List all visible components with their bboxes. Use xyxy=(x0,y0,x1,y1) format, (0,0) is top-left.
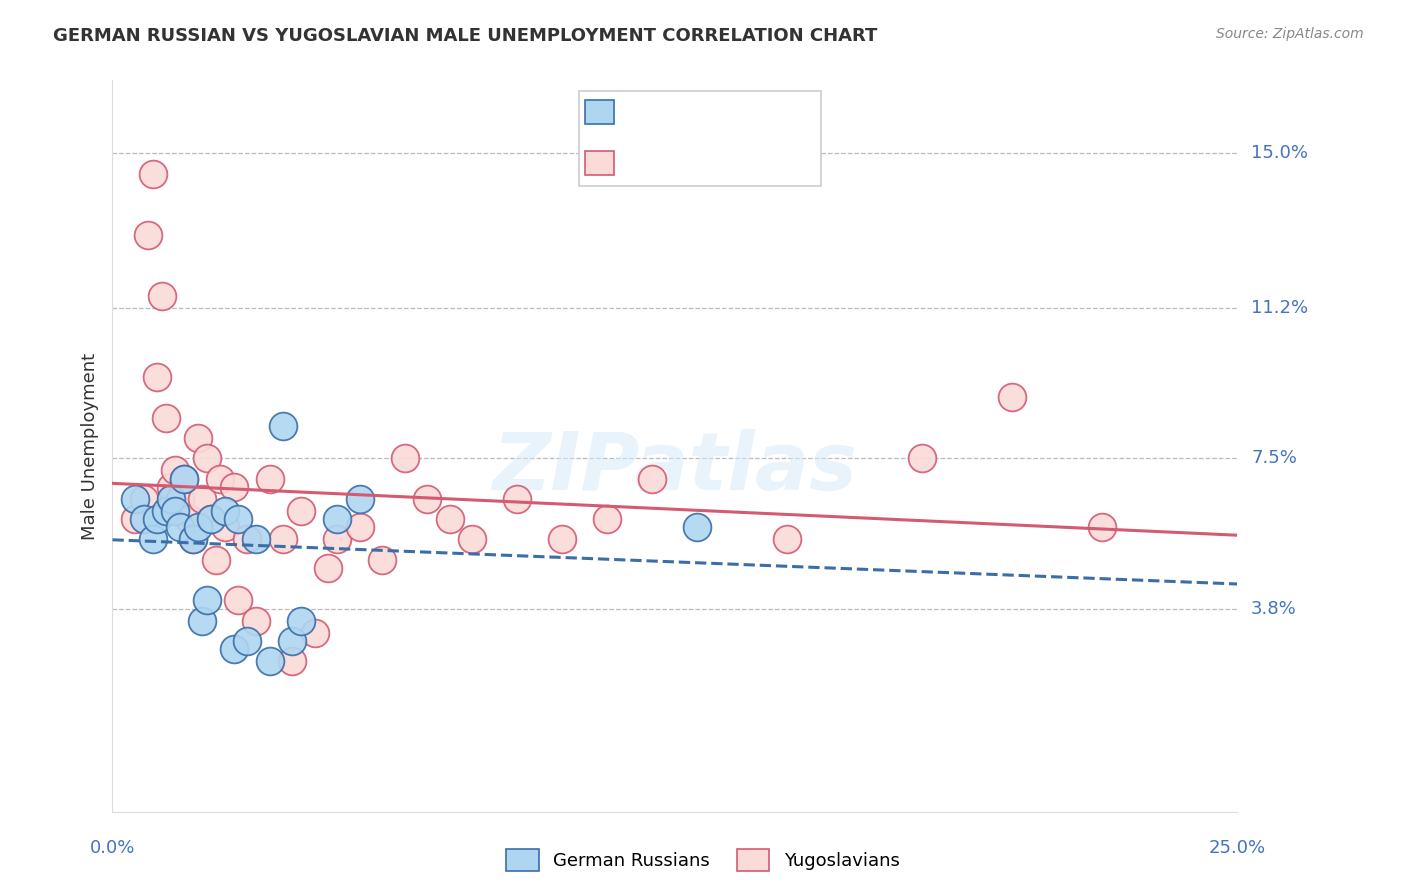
Text: -0.003: -0.003 xyxy=(652,103,717,120)
Point xyxy=(155,504,177,518)
Point xyxy=(273,418,295,433)
Point xyxy=(160,491,183,506)
Text: GERMAN RUSSIAN VS YUGOSLAVIAN MALE UNEMPLOYMENT CORRELATION CHART: GERMAN RUSSIAN VS YUGOSLAVIAN MALE UNEMP… xyxy=(53,27,877,45)
Point xyxy=(259,654,281,668)
FancyBboxPatch shape xyxy=(585,152,614,176)
Point xyxy=(326,512,349,526)
Point xyxy=(146,370,169,384)
Point xyxy=(641,471,664,485)
Text: 45: 45 xyxy=(762,154,787,172)
Text: 15.0%: 15.0% xyxy=(1251,145,1308,162)
Text: R =: R = xyxy=(624,154,669,172)
Point xyxy=(245,614,267,628)
Point xyxy=(195,451,218,466)
Point xyxy=(461,533,484,547)
Point xyxy=(187,520,209,534)
Text: ZIPatlas: ZIPatlas xyxy=(492,429,858,507)
Y-axis label: Male Unemployment: Male Unemployment xyxy=(80,352,98,540)
Text: 25.0%: 25.0% xyxy=(1209,839,1265,857)
Point xyxy=(165,504,187,518)
Text: 11.2%: 11.2% xyxy=(1251,299,1309,317)
Point xyxy=(596,512,619,526)
Text: N =: N = xyxy=(731,103,770,120)
Point xyxy=(290,504,312,518)
Point xyxy=(142,167,165,181)
Point xyxy=(183,533,205,547)
Point xyxy=(439,512,461,526)
Point xyxy=(1091,520,1114,534)
Point xyxy=(506,491,529,506)
Point xyxy=(236,533,259,547)
Point xyxy=(416,491,439,506)
Point xyxy=(259,471,281,485)
Point xyxy=(686,520,709,534)
Point xyxy=(205,553,228,567)
Point xyxy=(222,480,245,494)
Point xyxy=(349,491,371,506)
Point xyxy=(281,634,304,648)
Text: 0.0%: 0.0% xyxy=(90,839,135,857)
Point xyxy=(195,593,218,607)
Text: 0.236: 0.236 xyxy=(652,154,709,172)
Point xyxy=(165,463,187,477)
Point xyxy=(228,512,250,526)
Point xyxy=(228,593,250,607)
Point xyxy=(245,533,267,547)
Point xyxy=(124,512,146,526)
Point xyxy=(169,520,191,534)
Text: N =: N = xyxy=(731,154,770,172)
Point xyxy=(124,491,146,506)
FancyBboxPatch shape xyxy=(579,91,821,186)
Point xyxy=(236,634,259,648)
Point xyxy=(281,654,304,668)
Legend: German Russians, Yugoslavians: German Russians, Yugoslavians xyxy=(499,842,907,879)
Text: Source: ZipAtlas.com: Source: ZipAtlas.com xyxy=(1216,27,1364,41)
Point xyxy=(146,512,169,526)
Point xyxy=(551,533,574,547)
Point xyxy=(209,471,232,485)
Point xyxy=(200,512,222,526)
Point xyxy=(183,533,205,547)
Text: 26: 26 xyxy=(762,103,787,120)
Point xyxy=(160,480,183,494)
Point xyxy=(776,533,799,547)
Point xyxy=(214,520,236,534)
Point xyxy=(911,451,934,466)
Point xyxy=(187,431,209,445)
Point xyxy=(191,614,214,628)
Point xyxy=(173,471,195,485)
Point xyxy=(142,533,165,547)
Point xyxy=(371,553,394,567)
Point xyxy=(1001,390,1024,404)
Point xyxy=(349,520,371,534)
Point xyxy=(326,533,349,547)
Point xyxy=(200,512,222,526)
Text: R =: R = xyxy=(624,103,664,120)
Text: 3.8%: 3.8% xyxy=(1251,599,1296,617)
Point xyxy=(173,471,195,485)
Point xyxy=(191,491,214,506)
Point xyxy=(150,288,173,302)
Point xyxy=(138,227,160,242)
Point xyxy=(394,451,416,466)
Point xyxy=(222,642,245,657)
Point xyxy=(214,504,236,518)
FancyBboxPatch shape xyxy=(585,100,614,124)
Point xyxy=(169,491,191,506)
Point xyxy=(155,410,177,425)
Point xyxy=(177,512,200,526)
Point xyxy=(273,533,295,547)
Point xyxy=(132,512,155,526)
Point xyxy=(132,491,155,506)
Text: 7.5%: 7.5% xyxy=(1251,450,1298,467)
Point xyxy=(304,626,326,640)
Point xyxy=(290,614,312,628)
Point xyxy=(318,561,340,575)
